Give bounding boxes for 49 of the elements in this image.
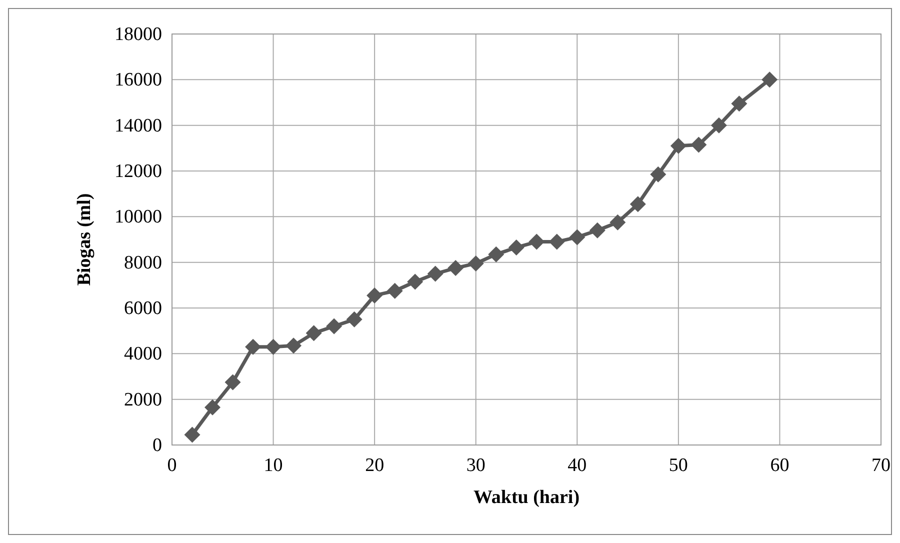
x-tick-label: 10	[264, 455, 283, 476]
point	[589, 222, 606, 238]
point	[366, 287, 383, 304]
y-tick-label: 2000	[124, 389, 162, 410]
point	[731, 96, 748, 112]
point	[245, 338, 262, 355]
point	[528, 234, 545, 250]
x-tick-label: 50	[668, 455, 688, 476]
point	[569, 229, 586, 246]
x-tick-label: 40	[568, 455, 587, 476]
point	[508, 239, 524, 256]
y-tick-label: 18000	[114, 24, 162, 45]
point	[610, 214, 626, 230]
point	[306, 325, 322, 342]
y-tick-label: 8000	[124, 252, 162, 274]
y-tick-label: 14000	[114, 115, 162, 136]
point	[630, 196, 646, 212]
point	[690, 136, 707, 153]
point	[762, 72, 778, 88]
x-tick-label: 70	[872, 455, 890, 476]
point	[184, 426, 200, 443]
point	[448, 260, 464, 276]
point	[286, 338, 302, 354]
y-tick-label: 6000	[124, 298, 162, 319]
point	[407, 274, 424, 290]
point	[710, 117, 727, 134]
x-tick-label: 30	[466, 455, 486, 476]
x-axis-title: Waktu (hari)	[473, 487, 580, 508]
point	[488, 246, 504, 262]
y-tick-label: 4000	[124, 344, 162, 365]
x-tick-label: 20	[365, 455, 384, 476]
point	[670, 138, 686, 154]
point	[326, 318, 342, 334]
y-tick-label: 0	[152, 435, 162, 456]
y-tick-label: 12000	[114, 161, 162, 182]
y-axis-title: Biogas (ml)	[74, 193, 95, 286]
point	[468, 255, 484, 272]
point	[650, 166, 666, 182]
y-tick-label: 10000	[114, 206, 162, 228]
x-tick-label: 0	[167, 455, 177, 476]
point	[346, 311, 362, 328]
point	[427, 266, 444, 282]
point	[386, 282, 403, 299]
point	[224, 374, 241, 390]
point	[204, 399, 221, 416]
y-tick-label: 16000	[114, 70, 162, 91]
point	[265, 338, 282, 355]
x-tick-label: 60	[770, 455, 790, 476]
point	[548, 234, 565, 250]
